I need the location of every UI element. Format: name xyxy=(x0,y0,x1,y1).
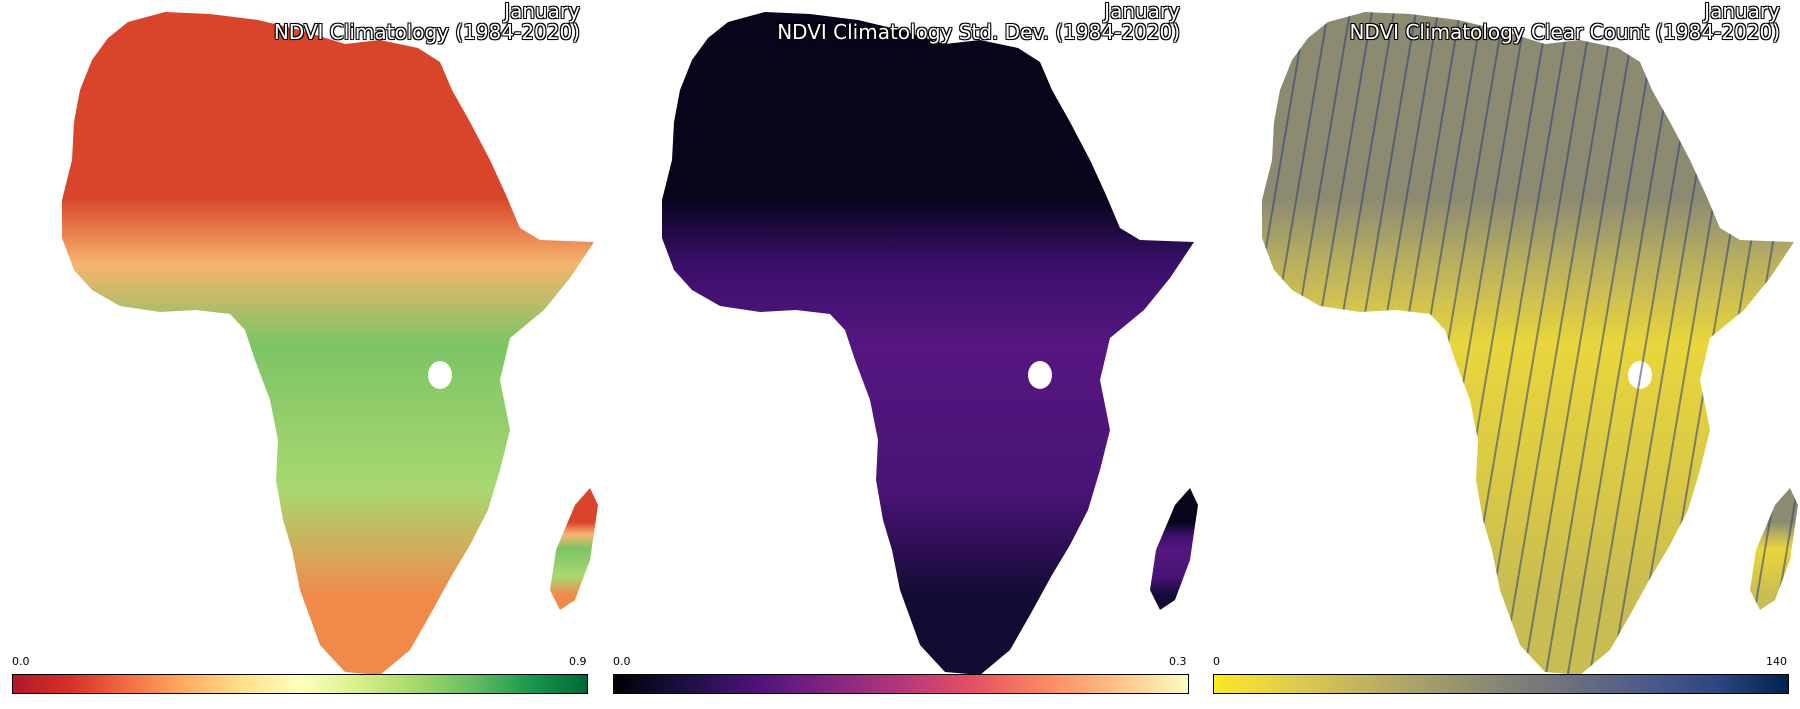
month-label: January xyxy=(1104,0,1180,23)
lake-victoria xyxy=(1028,361,1052,389)
clear-count-panel: January NDVI Climatology Clear Count (19… xyxy=(1200,0,1798,709)
ndvi-std-dev-panel: January NDVI Climatology Std. Dev. (1984… xyxy=(600,0,1198,709)
clear-count-colorbar xyxy=(1213,674,1789,694)
map-title: NDVI Climatology Clear Count (1984-2020) xyxy=(1349,20,1780,44)
colorbar-min-label: 0.0 xyxy=(12,655,30,668)
africa-landmass xyxy=(62,12,594,675)
madagascar-landmass xyxy=(1150,488,1198,610)
africa-landmass xyxy=(662,12,1194,675)
madagascar-landmass xyxy=(1750,488,1798,610)
colorbar-min-label: 0 xyxy=(1213,655,1220,668)
map-title: NDVI Climatology Std. Dev. (1984-2020) xyxy=(777,20,1180,44)
ndvi-climatology-panel: January NDVI Climatology (1984-2020) 0.0… xyxy=(0,0,598,709)
colorbar-max-label: 0.9 xyxy=(569,655,587,668)
africa-landmass xyxy=(1262,12,1794,675)
africa-ndvi-map xyxy=(62,12,598,675)
africa-std-dev-map xyxy=(662,12,1198,675)
colorbar-max-label: 140 xyxy=(1766,655,1787,668)
month-label: January xyxy=(1704,0,1780,23)
std-dev-colorbar xyxy=(613,674,1189,694)
month-label: January xyxy=(504,0,580,23)
ndvi-colorbar xyxy=(12,674,588,694)
lake-victoria xyxy=(428,361,452,389)
madagascar-landmass xyxy=(550,488,598,610)
map-title: NDVI Climatology (1984-2020) xyxy=(273,20,580,44)
colorbar-max-label: 0.3 xyxy=(1169,655,1187,668)
africa-clear-count-map xyxy=(1262,12,1798,675)
colorbar-min-label: 0.0 xyxy=(613,655,631,668)
